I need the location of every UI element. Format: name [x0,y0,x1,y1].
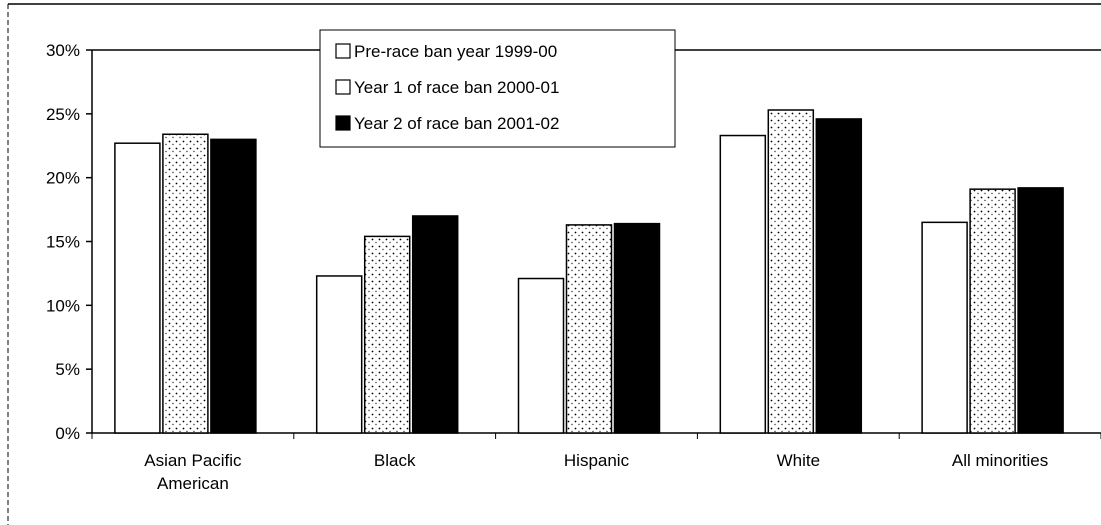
y-tick-label: 10% [46,296,80,315]
bar [768,110,813,433]
bar [567,225,612,433]
bar [922,222,967,433]
bar [1018,188,1063,433]
bar [115,143,160,433]
bar [413,216,458,433]
bar [163,134,208,433]
y-tick-label: 20% [46,169,80,188]
x-tick-label: Hispanic [564,451,630,470]
y-tick-label: 25% [46,105,80,124]
bar [816,119,861,433]
legend-entry: Year 1 of race ban 2000-01 [354,78,559,97]
bar [615,224,660,433]
y-tick-label: 5% [55,360,80,379]
bar [720,136,765,433]
x-tick-label: White [777,451,820,470]
legend-swatch [336,116,350,130]
bar [317,276,362,433]
bar [365,236,410,433]
x-tick-label: Black [374,451,416,470]
legend: Pre-race ban year 1999-00 Year 1 of race … [320,30,675,147]
bar [211,139,256,433]
x-tick-label: American [157,474,229,493]
legend-entry: Year 2 of race ban 2001-02 [354,114,559,133]
x-tick-label: All minorities [952,451,1048,470]
y-tick-label: 15% [46,233,80,252]
x-tick-label: Asian Pacific [144,451,242,470]
legend-entry: Pre-race ban year 1999-00 [354,42,557,61]
legend-swatch [336,80,350,94]
y-tick-label: 30% [46,41,80,60]
y-tick-label: 0% [55,424,80,443]
bar [970,189,1015,433]
legend-swatch [336,44,350,58]
bar [519,279,564,433]
